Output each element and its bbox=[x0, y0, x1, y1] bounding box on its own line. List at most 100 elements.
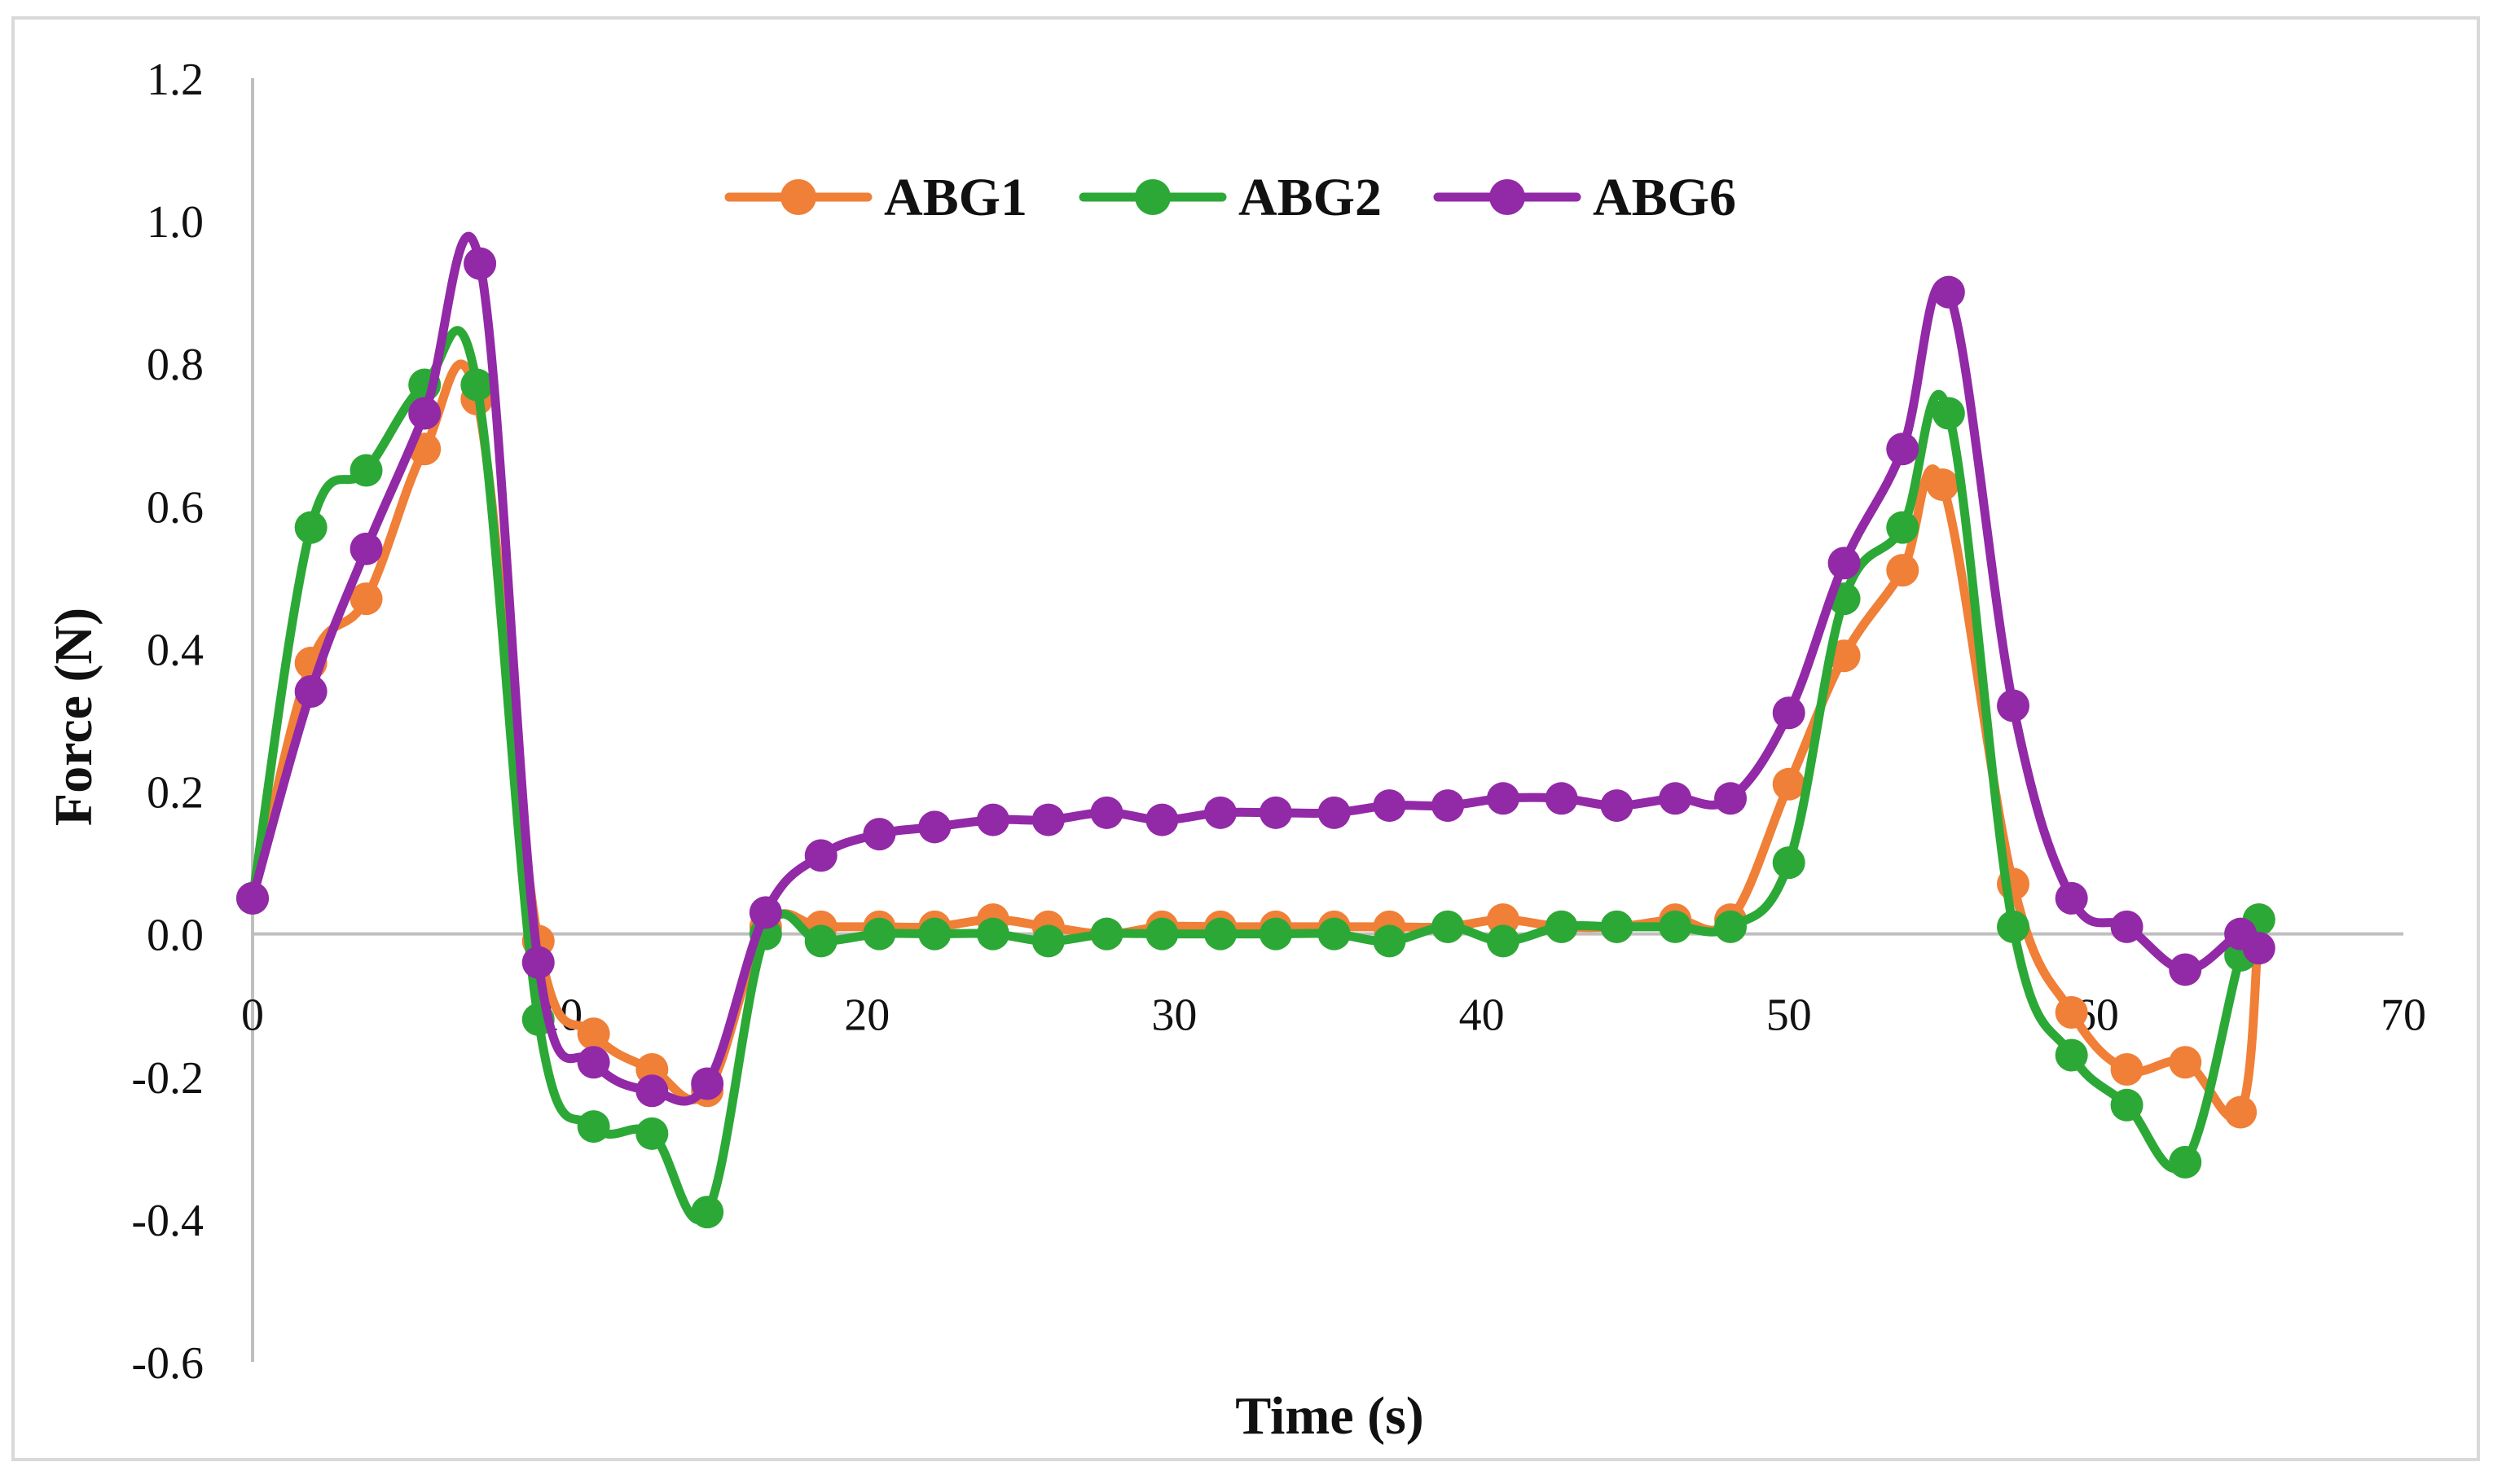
data-point-abg6[interactable] bbox=[1600, 789, 1633, 823]
data-point-abg6[interactable] bbox=[2169, 953, 2202, 986]
data-point-abg6[interactable] bbox=[1373, 789, 1406, 823]
data-point-abg6[interactable] bbox=[1545, 782, 1578, 815]
data-point-abg6[interactable] bbox=[1659, 782, 1692, 815]
data-point-abg6[interactable] bbox=[2242, 932, 2275, 965]
legend-item-abg6[interactable]: ABG6 bbox=[1433, 168, 1736, 227]
data-point-abg2[interactable] bbox=[2169, 1145, 2202, 1179]
x-tick-label: 30 bbox=[1151, 990, 1197, 1041]
data-point-abg1[interactable] bbox=[2055, 995, 2088, 1029]
legend-swatch-marker bbox=[780, 179, 816, 215]
x-tick-label: 70 bbox=[2381, 990, 2426, 1041]
y-tick-label: -0.4 bbox=[131, 1196, 204, 1246]
data-point-abg6[interactable] bbox=[2055, 881, 2088, 915]
data-point-abg1[interactable] bbox=[577, 1017, 610, 1051]
legend-item-abg2[interactable]: ABG2 bbox=[1079, 168, 1382, 227]
x-axis-title: Time (s) bbox=[1235, 1386, 1424, 1446]
data-point-abg2[interactable] bbox=[1259, 917, 1292, 951]
data-point-abg2[interactable] bbox=[1486, 924, 1519, 958]
y-tick-label: 0.6 bbox=[147, 482, 204, 533]
data-point-abg6[interactable] bbox=[691, 1067, 724, 1100]
data-point-abg6[interactable] bbox=[1486, 782, 1519, 815]
data-point-abg2[interactable] bbox=[1659, 910, 1692, 943]
data-point-abg6[interactable] bbox=[863, 818, 896, 851]
data-point-abg2[interactable] bbox=[1145, 917, 1179, 951]
data-point-abg2[interactable] bbox=[1431, 910, 1465, 943]
data-point-abg6[interactable] bbox=[1317, 796, 1351, 829]
data-point-abg2[interactable] bbox=[1997, 910, 2030, 943]
data-point-abg2[interactable] bbox=[1545, 910, 1578, 943]
data-point-abg6[interactable] bbox=[1259, 796, 1292, 829]
data-point-abg2[interactable] bbox=[1886, 511, 1919, 544]
data-point-abg2[interactable] bbox=[804, 924, 838, 958]
legend-label: ABG6 bbox=[1593, 168, 1736, 227]
data-point-abg2[interactable] bbox=[2110, 1088, 2143, 1122]
data-point-abg2[interactable] bbox=[577, 1110, 610, 1144]
data-point-abg2[interactable] bbox=[1373, 924, 1406, 958]
y-tick-label: 0.2 bbox=[147, 768, 204, 819]
data-point-abg6[interactable] bbox=[521, 946, 555, 979]
data-point-abg2[interactable] bbox=[1317, 917, 1351, 951]
y-tick-label: -0.2 bbox=[131, 1053, 204, 1104]
y-tick-label: 0.4 bbox=[147, 625, 204, 675]
data-point-abg2[interactable] bbox=[460, 368, 494, 402]
data-point-abg2[interactable] bbox=[863, 917, 896, 951]
data-point-abg6[interactable] bbox=[236, 881, 269, 915]
data-point-abg1[interactable] bbox=[1926, 468, 1959, 502]
y-tick-label: 1.0 bbox=[147, 197, 204, 248]
data-point-abg6[interactable] bbox=[1772, 696, 1805, 730]
data-point-abg2[interactable] bbox=[1031, 924, 1065, 958]
data-point-abg2[interactable] bbox=[976, 917, 1009, 951]
data-point-abg2[interactable] bbox=[2055, 1038, 2088, 1072]
data-point-abg2[interactable] bbox=[1090, 917, 1123, 951]
data-point-abg6[interactable] bbox=[577, 1046, 610, 1079]
data-point-abg6[interactable] bbox=[1997, 689, 2030, 722]
data-point-abg6[interactable] bbox=[804, 839, 838, 872]
legend-swatch-marker bbox=[1489, 179, 1525, 215]
data-point-abg6[interactable] bbox=[1090, 796, 1123, 829]
data-point-abg1[interactable] bbox=[2224, 1095, 2258, 1129]
data-point-abg1[interactable] bbox=[350, 582, 383, 616]
data-point-abg1[interactable] bbox=[2110, 1053, 2143, 1087]
x-tick-label: 50 bbox=[1766, 990, 1812, 1041]
data-point-abg1[interactable] bbox=[1772, 767, 1805, 801]
data-point-abg2[interactable] bbox=[1714, 910, 1748, 943]
data-point-abg6[interactable] bbox=[918, 810, 952, 844]
data-point-abg6[interactable] bbox=[1145, 803, 1179, 836]
legend-swatch-marker bbox=[1135, 179, 1171, 215]
y-tick-label: 0.0 bbox=[147, 911, 204, 961]
data-point-abg6[interactable] bbox=[1714, 782, 1748, 815]
data-point-abg6[interactable] bbox=[976, 803, 1009, 836]
data-point-abg2[interactable] bbox=[635, 1117, 669, 1150]
data-point-abg2[interactable] bbox=[1772, 846, 1805, 880]
axes: -0.6-0.4-0.20.00.20.40.60.81.01.20 10 20 30… bbox=[131, 55, 2426, 1389]
data-point-abg6[interactable] bbox=[1886, 432, 1919, 466]
data-point-abg6[interactable] bbox=[2110, 910, 2143, 943]
legend: ABG1 ABG2 ABG6 bbox=[724, 168, 1736, 227]
data-point-abg6[interactable] bbox=[464, 247, 497, 280]
series-abg6 bbox=[236, 231, 2275, 1108]
legend-label: ABG1 bbox=[884, 168, 1027, 227]
data-point-abg6[interactable] bbox=[350, 532, 383, 565]
chart-border bbox=[11, 16, 2480, 1461]
data-point-abg6[interactable] bbox=[1031, 803, 1065, 836]
data-point-abg6[interactable] bbox=[1827, 547, 1861, 580]
data-point-abg2[interactable] bbox=[1932, 397, 1965, 430]
data-point-abg2[interactable] bbox=[1204, 917, 1237, 951]
legend-item-abg1[interactable]: ABG1 bbox=[724, 168, 1027, 227]
data-point-abg6[interactable] bbox=[1431, 789, 1465, 823]
data-point-abg6[interactable] bbox=[408, 397, 442, 430]
data-point-abg6[interactable] bbox=[1932, 275, 1965, 309]
data-point-abg6[interactable] bbox=[749, 896, 782, 929]
data-point-abg2[interactable] bbox=[1600, 910, 1633, 943]
data-point-abg2[interactable] bbox=[691, 1196, 724, 1229]
data-point-abg2[interactable] bbox=[294, 511, 328, 544]
data-point-abg2[interactable] bbox=[918, 917, 952, 951]
data-point-abg6[interactable] bbox=[1204, 796, 1237, 829]
data-point-abg2[interactable] bbox=[350, 454, 383, 487]
data-point-abg6[interactable] bbox=[294, 674, 328, 708]
data-point-abg6[interactable] bbox=[635, 1074, 669, 1108]
y-axis-title: Force (N) bbox=[44, 608, 103, 826]
data-point-abg1[interactable] bbox=[2169, 1046, 2202, 1079]
data-point-abg1[interactable] bbox=[1886, 554, 1919, 587]
